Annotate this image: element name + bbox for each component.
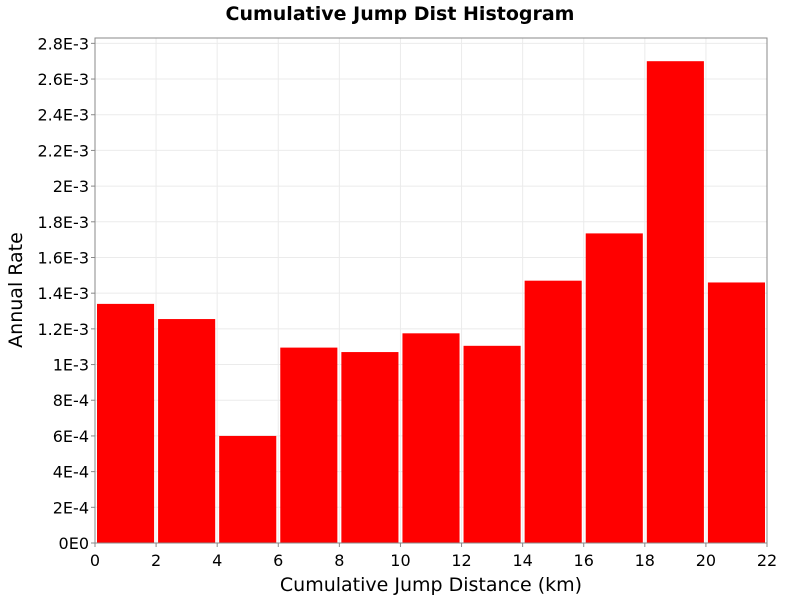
y-tick-label: 2.2E-3 (37, 141, 89, 160)
x-tick-label: 0 (90, 551, 100, 570)
histogram-bar-3 (280, 347, 338, 543)
x-tick-label: 4 (212, 551, 222, 570)
x-axis-ticks: 0 2 4 6 8 10 12 14 16 18 20 22 (90, 543, 777, 570)
x-tick-label: 14 (512, 551, 532, 570)
y-tick-label: 2E-4 (53, 498, 89, 517)
y-tick-label: 1.4E-3 (37, 284, 89, 303)
y-tick-label: 1.2E-3 (37, 320, 89, 339)
x-tick-label: 16 (574, 551, 594, 570)
histogram-bar-1 (158, 319, 216, 543)
histogram-bar-6 (463, 345, 521, 543)
y-axis-label: Annual Rate (5, 232, 27, 348)
x-tick-label: 18 (635, 551, 655, 570)
x-tick-label: 10 (390, 551, 410, 570)
x-tick-label: 12 (451, 551, 471, 570)
y-tick-label: 0E0 (59, 534, 89, 553)
y-tick-label: 2E-3 (53, 177, 89, 196)
y-tick-label: 2.6E-3 (37, 70, 89, 89)
histogram-bar-7 (524, 280, 582, 543)
histogram-bar-10 (707, 282, 765, 543)
y-tick-label: 2.8E-3 (37, 34, 89, 53)
y-tick-label: 1.8E-3 (37, 213, 89, 232)
x-tick-label: 20 (696, 551, 716, 570)
histogram-bar-2 (219, 435, 277, 543)
x-axis-label: Cumulative Jump Distance (km) (280, 574, 582, 596)
histogram-bar-8 (585, 233, 643, 543)
y-axis-ticks: 0E0 2E-4 4E-4 6E-4 8E-4 1E-3 1.2E-3 1.4E-3 1.6E-… (37, 34, 95, 553)
y-tick-label: 2.4E-3 (37, 106, 89, 125)
histogram-bar-5 (402, 333, 460, 543)
y-tick-label: 1.6E-3 (37, 248, 89, 267)
chart-title: Cumulative Jump Dist Histogram (226, 3, 575, 25)
histogram-bar-0 (97, 303, 155, 543)
y-tick-label: 8E-4 (53, 391, 89, 410)
bars (97, 61, 765, 544)
x-tick-label: 6 (273, 551, 283, 570)
y-tick-label: 1E-3 (53, 356, 89, 375)
x-tick-label: 2 (151, 551, 161, 570)
x-tick-label: 8 (334, 551, 344, 570)
x-tick-label: 22 (757, 551, 777, 570)
y-tick-label: 4E-4 (53, 463, 89, 482)
histogram-bar-4 (341, 352, 399, 543)
y-tick-label: 6E-4 (53, 427, 89, 446)
histogram-bar-9 (646, 61, 704, 544)
